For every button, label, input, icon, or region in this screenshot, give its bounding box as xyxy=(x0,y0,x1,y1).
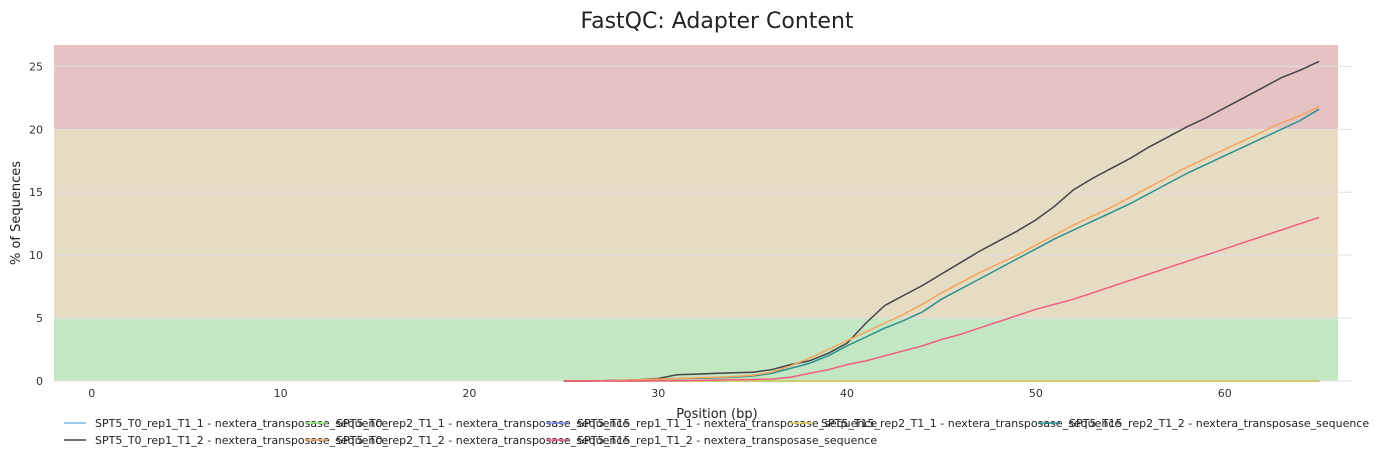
legend-item: SPT5_T0_rep2_T1_2 - nextera_transposase_… xyxy=(336,434,629,447)
y-tick-label: 25 xyxy=(29,60,43,73)
y-tick-label: 5 xyxy=(36,312,43,325)
legend-item: SPT5_T0_rep1_T1_2 - nextera_transposase_… xyxy=(95,434,388,447)
x-tick-label: 40 xyxy=(840,387,854,400)
chart-title: FastQC: Adapter Content xyxy=(580,9,853,34)
y-tick-label: 10 xyxy=(29,249,43,262)
legend-item: SPT5_T0_rep1_T1_1 - nextera_transposase_… xyxy=(95,417,388,430)
series-line xyxy=(563,60,1320,382)
series-lines xyxy=(563,60,1320,382)
x-tick-label: 10 xyxy=(274,387,288,400)
x-tick-label: 20 xyxy=(462,387,476,400)
plot-band xyxy=(54,318,1338,381)
legend-item: SPT5_T0_rep2_T1_1 - nextera_transposase_… xyxy=(336,417,629,430)
x-tick-label: 0 xyxy=(88,387,95,400)
x-tick-label: 50 xyxy=(1029,387,1043,400)
plot-band xyxy=(54,129,1338,319)
x-axis-label: Position (bp) xyxy=(676,407,757,422)
legend-item: SPT5_T15_rep1_T1_2 - nextera_transposase… xyxy=(577,434,877,447)
y-tick-label: 0 xyxy=(36,375,43,388)
legend-item: SPT5_T15_rep1_T1_1 - nextera_transposase… xyxy=(577,417,877,430)
series-line xyxy=(563,106,1320,382)
series-line xyxy=(563,216,1320,382)
legend-item: SPT5_T15_rep2_T1_1 - nextera_transposase… xyxy=(821,417,1121,430)
y-tick-label: 20 xyxy=(29,123,43,136)
plot-band xyxy=(54,45,1338,130)
x-axis-ticks: 0 10 20 30 40 50 60 xyxy=(88,387,1231,400)
legend: SPT5_T0_rep1_T1_1 - nextera_transposase_… xyxy=(64,417,1369,447)
plot-bands xyxy=(54,45,1338,381)
x-tick-label: 30 xyxy=(651,387,665,400)
x-tick-label: 60 xyxy=(1218,387,1232,400)
y-axis-label: % of Sequences xyxy=(9,161,24,265)
y-tick-label: 15 xyxy=(29,186,43,199)
y-axis-ticks: 0 5 10 15 20 25 xyxy=(29,60,43,388)
legend-item: SPT5_T15_rep2_T1_2 - nextera_transposase… xyxy=(1069,417,1369,430)
